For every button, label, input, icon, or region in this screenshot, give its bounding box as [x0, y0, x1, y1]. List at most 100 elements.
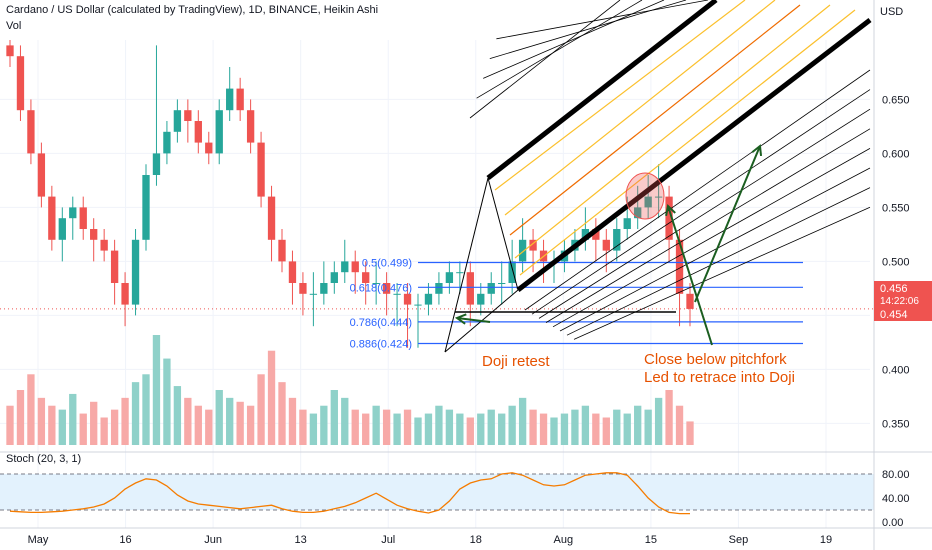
volume-bar: [634, 405, 642, 445]
fib-levels: 0.5(0.499) 0.618(0.476) 0.786(0.444) 0.886(…: [350, 257, 803, 350]
volume-bar: [372, 405, 380, 445]
volume-bar: [686, 421, 694, 445]
y-axis-label: USD: [880, 6, 903, 18]
volume-bar: [110, 409, 119, 445]
volume-bar: [257, 374, 265, 445]
candle-body: [226, 88, 234, 111]
volume-bar: [236, 401, 244, 445]
arrow-pitchfork-head: [665, 204, 676, 217]
pitchfork-parallel-upper: [483, 0, 665, 79]
candle-body: [529, 239, 537, 251]
candle-body: [288, 261, 297, 283]
volume-bar: [382, 409, 391, 445]
x-tick-label: Jul: [381, 534, 395, 546]
volume-bar: [445, 409, 454, 445]
volume-bar: [654, 397, 663, 445]
volume-bar: [6, 405, 14, 445]
volume-bar: [518, 397, 527, 445]
stoch-tick-label: 0.00: [882, 517, 903, 529]
candle-body: [508, 261, 516, 283]
volume-bar: [571, 409, 579, 445]
volume-bar: [48, 405, 56, 445]
candle-body: [487, 283, 495, 294]
pitchfork-parallel-upper: [469, 0, 621, 119]
volume-bar: [27, 374, 35, 445]
volume-bar: [675, 405, 684, 445]
x-tick-label: Sep: [729, 534, 749, 546]
pitchfork: [444, 0, 872, 353]
volume-bar: [362, 413, 370, 445]
candle-body: [466, 272, 474, 305]
x-tick-label: Aug: [554, 534, 574, 546]
volume-bar: [278, 382, 286, 445]
candle-body: [665, 196, 673, 240]
volume-bar: [194, 405, 202, 445]
volume-bar: [163, 358, 171, 445]
pitchfork-handle: [444, 177, 489, 353]
volume-bar: [69, 393, 77, 445]
candle-body: [613, 229, 621, 251]
candle-body: [27, 110, 35, 154]
pitchfork-parallel-lower: [559, 167, 871, 332]
candle-body: [654, 196, 663, 198]
volume-bar: [602, 417, 610, 445]
candle-body: [6, 45, 14, 57]
candle-body: [37, 153, 46, 197]
pitchfork-inner-line: [504, 0, 776, 216]
candle-body: [623, 218, 631, 229]
arrow-projection-head: [751, 144, 763, 157]
candle-body: [236, 88, 244, 111]
candle-body: [634, 207, 642, 219]
candle-body: [644, 196, 652, 208]
candle-body: [58, 218, 66, 240]
volume-bar: [58, 409, 66, 445]
volume-bar: [226, 397, 234, 445]
pitchfork-median: [509, 4, 801, 236]
pitchfork-parallel-upper: [489, 0, 687, 59]
price-tag-current: 0.456: [880, 283, 908, 295]
volume-bar: [393, 413, 401, 445]
pitchfork-parallel-lower: [524, 69, 871, 311]
candle-body: [393, 293, 401, 295]
annotation-close-line2: Led to retrace into Doji: [644, 369, 795, 386]
volume-bar: [613, 409, 621, 445]
candle-body: [456, 272, 464, 274]
pitchfork-parallel-lower: [538, 108, 871, 319]
time-axis: May 16 Jun 13 Jul 18 Aug 15 Sep 19: [0, 527, 932, 546]
y-tick-label: 0.600: [882, 148, 910, 160]
candle-body: [173, 110, 182, 132]
volume-bar: [351, 409, 359, 445]
y-tick-label: 0.550: [882, 202, 910, 214]
candle-body: [69, 207, 77, 219]
candle-body: [16, 56, 25, 111]
volume-bar: [121, 397, 129, 445]
volume-bar: [498, 413, 506, 445]
candle-body: [351, 261, 359, 273]
break-highlight: [625, 172, 665, 220]
pitchfork-parallel-lower: [552, 148, 871, 328]
volume-bar: [414, 417, 422, 445]
volume-bar: [184, 397, 192, 445]
fib-label: 0.5(0.499): [362, 257, 412, 269]
stoch-label: Stoch (20, 3, 1): [6, 453, 82, 465]
candle-body: [330, 272, 338, 283]
pitchfork-parallel-lower: [573, 206, 871, 340]
pitchfork-lower-tine: [516, 18, 872, 292]
pitchfork-inner-line: [494, 0, 746, 191]
volume-bar: [592, 413, 600, 445]
x-tick-label: 13: [295, 534, 307, 546]
candle-body: [445, 272, 454, 283]
candles: [6, 40, 694, 348]
price-tag-current-bg: [874, 281, 932, 295]
volume-bar: [79, 413, 87, 445]
volume-bar: [309, 413, 318, 445]
candle-body: [205, 142, 213, 154]
candle-body: [246, 110, 255, 143]
volume-bar: [424, 413, 433, 445]
pitchfork-base: [487, 177, 519, 291]
candle-body: [257, 142, 265, 197]
volume-bar: [477, 413, 485, 445]
volume-bar: [341, 397, 349, 445]
stoch-tick-label: 80.00: [882, 469, 910, 481]
volume-bar: [205, 409, 213, 445]
